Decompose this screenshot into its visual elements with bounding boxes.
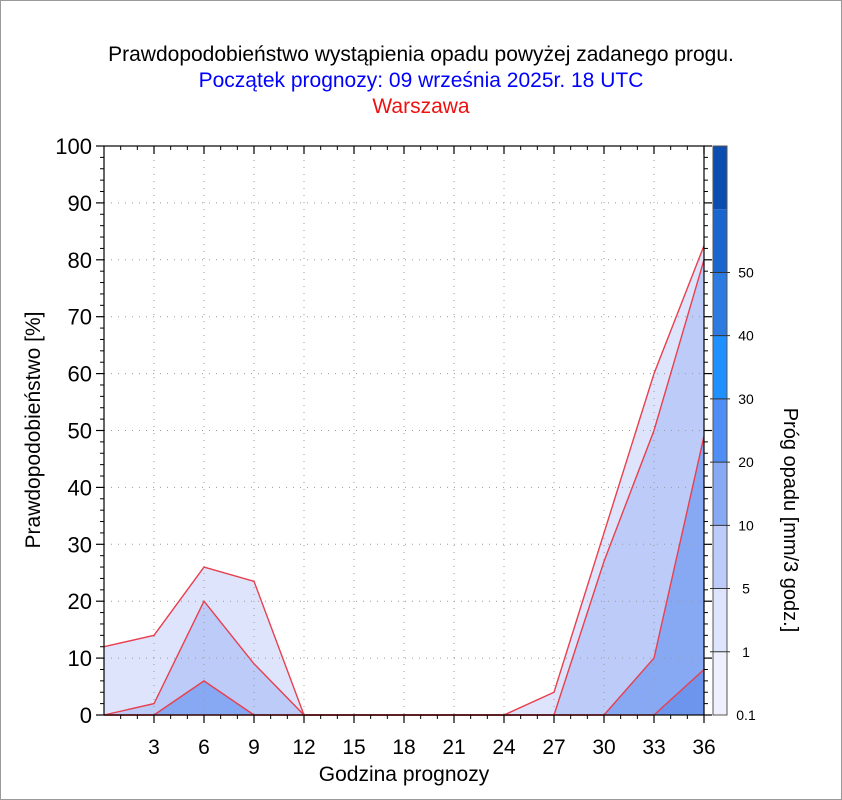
colorbar-tick-label: 10 (738, 517, 754, 533)
location-label: Warszawa (372, 95, 470, 118)
colorbar-tick-label: 30 (738, 391, 754, 407)
x-tick-label: 36 (692, 736, 715, 759)
colorbar-tick-label: 50 (738, 264, 754, 280)
areas-layer (104, 245, 704, 715)
colorbar-border (712, 145, 728, 716)
x-tick-label: 27 (542, 736, 565, 759)
x-tick-label: 3 (148, 736, 160, 759)
x-tick-label: 15 (342, 736, 365, 759)
colorbar-segment-7 (713, 272, 727, 336)
y-tick-label: 20 (68, 589, 92, 614)
x-tick-label: 30 (592, 736, 615, 759)
y-tick-label: 40 (68, 475, 92, 500)
y-tick-label: 70 (68, 305, 92, 330)
y-tick-label: 50 (68, 419, 92, 444)
colorbar-segment-6 (713, 335, 727, 399)
y-tick-label: 80 (68, 248, 92, 273)
y-tick-label: 0 (80, 703, 92, 728)
x-tick-label: 6 (198, 736, 210, 759)
colorbar-segment-5 (713, 398, 727, 463)
colorbar-segment-2 (713, 588, 727, 652)
colorbar-segment-3 (713, 525, 727, 589)
x-tick-label: 12 (292, 736, 315, 759)
y-tick-label: 10 (68, 646, 92, 671)
colorbar-segment-8 (713, 209, 727, 273)
colorbar-segment-9 (713, 146, 727, 210)
area-threshold-3 (104, 436, 704, 715)
colorbar: 0.1 1 5 10 20 30 40 50 (710, 145, 756, 723)
colorbar-label: Próg opadu [mm/3 godz.] (779, 408, 801, 633)
x-axis-label: Godzina prognozy (319, 763, 490, 786)
x-tick-label: 33 (642, 736, 665, 759)
y-tick-label: 30 (68, 532, 92, 557)
x-tick-label: 24 (492, 736, 516, 759)
colorbar-segment-1 (713, 651, 727, 715)
colorbar-segment-4 (713, 462, 727, 526)
x-tick-label: 9 (248, 736, 260, 759)
colorbar-tick-label: 1 (742, 644, 750, 660)
colorbar-tick-label: 5 (742, 581, 750, 597)
y-tick-label: 100 (55, 134, 92, 159)
area-threshold-1 (104, 245, 704, 715)
y-tick-label: 90 (68, 191, 92, 216)
y-tick-label: 60 (68, 362, 92, 387)
chart-subtitle: Początek prognozy: 09 września 2025r. 18… (198, 69, 644, 92)
x-tick-label: 21 (442, 736, 465, 759)
x-tick-label: 18 (392, 736, 415, 759)
colorbar-tick-label: 40 (738, 328, 754, 344)
chart-title: Prawdopodobieństwo wystąpienia opadu pow… (108, 43, 734, 66)
colorbar-tick-label: 0.1 (736, 707, 756, 723)
colorbar-tick-label: 20 (738, 454, 754, 470)
y-axis-label: Prawdopodobieństwo [%] (22, 312, 45, 549)
